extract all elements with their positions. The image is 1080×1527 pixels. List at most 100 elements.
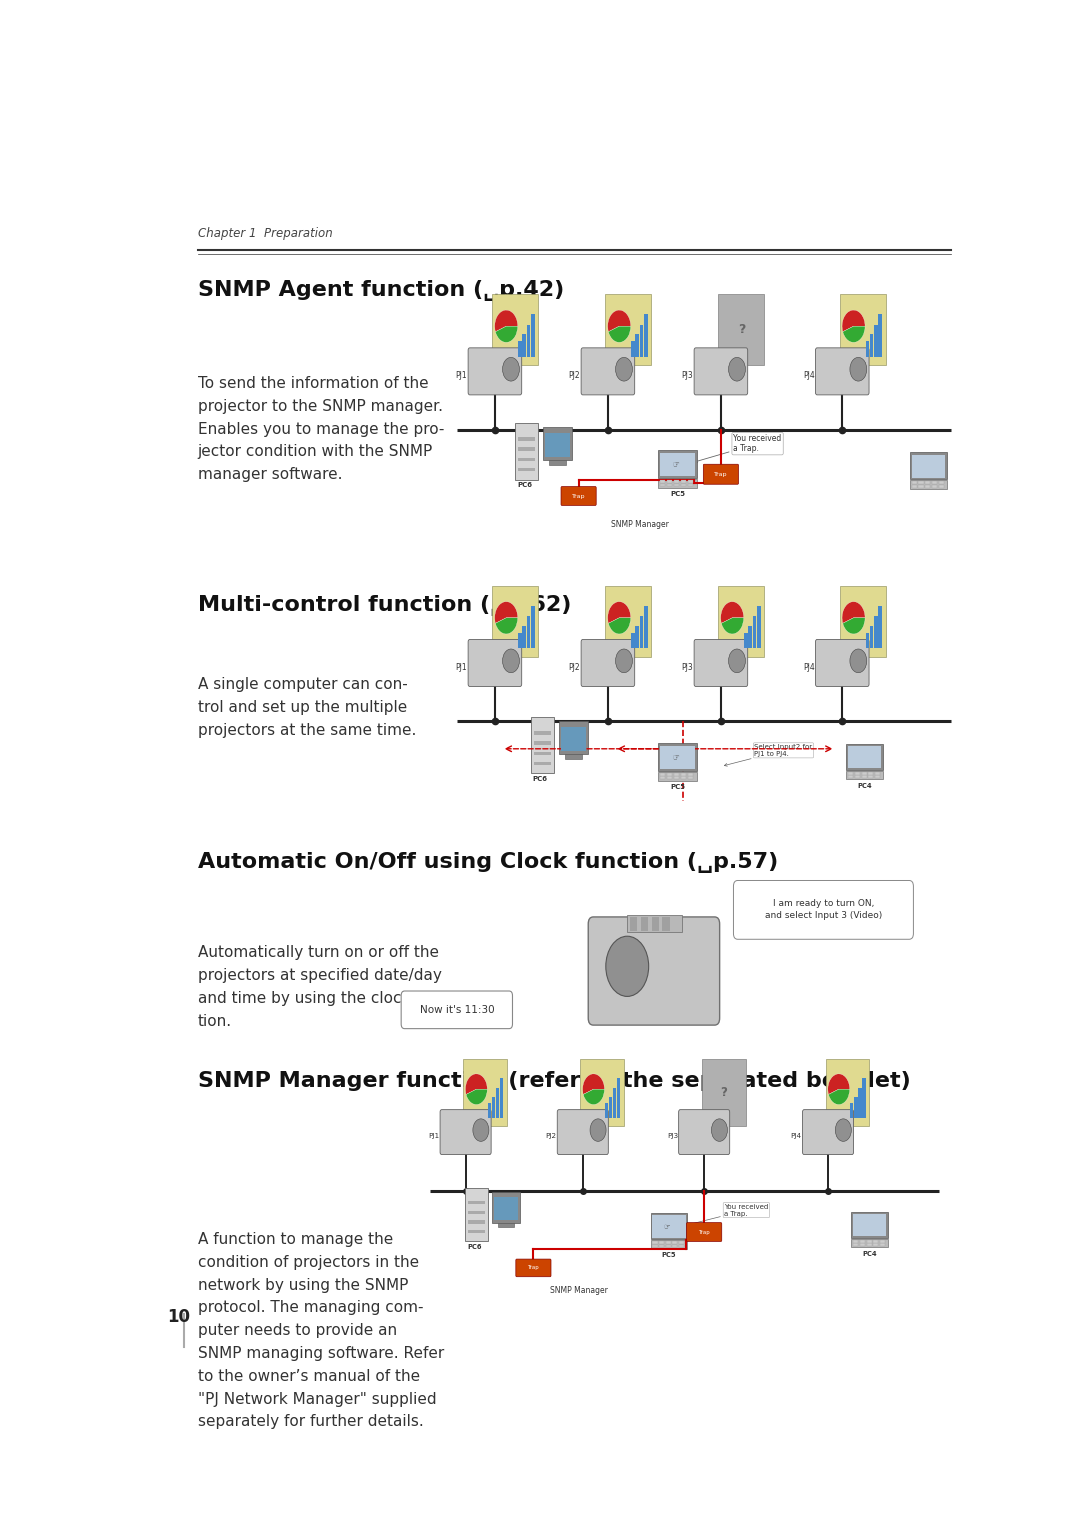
Bar [851, 1238, 888, 1248]
Bar [627, 915, 681, 931]
Wedge shape [608, 618, 631, 634]
Bar [825, 1060, 869, 1125]
Bar [491, 1096, 495, 1118]
Bar [688, 484, 693, 487]
Bar [660, 776, 665, 779]
Circle shape [502, 649, 519, 673]
Bar [702, 1060, 745, 1125]
Bar [874, 617, 878, 647]
Text: PJ3: PJ3 [681, 663, 693, 672]
Bar [523, 626, 526, 647]
Bar [880, 1243, 885, 1246]
Bar [660, 479, 665, 483]
Text: ?: ? [720, 1086, 727, 1099]
FancyBboxPatch shape [687, 1223, 721, 1241]
Circle shape [850, 649, 867, 673]
Bar [869, 334, 874, 356]
Bar [860, 1243, 865, 1246]
Bar [918, 481, 923, 484]
Bar [543, 428, 572, 460]
Text: 10: 10 [166, 1309, 190, 1325]
Bar [558, 721, 588, 754]
Bar [544, 434, 570, 457]
Text: ☞: ☞ [664, 1225, 671, 1229]
Bar [680, 773, 686, 776]
Bar [926, 481, 930, 484]
Text: Chapter 1  Preparation: Chapter 1 Preparation [198, 226, 333, 240]
Bar [518, 632, 522, 647]
Text: PJ2: PJ2 [569, 663, 580, 672]
Bar [518, 437, 536, 441]
Bar [866, 1240, 872, 1243]
FancyBboxPatch shape [581, 640, 635, 687]
Bar [840, 586, 886, 657]
Bar [468, 1202, 485, 1205]
Bar [860, 1240, 865, 1243]
Bar [580, 1060, 624, 1125]
Bar [757, 606, 760, 647]
Bar [850, 1104, 853, 1118]
Bar [652, 1241, 658, 1245]
Text: Automatic On/Off using Clock function (␣p.57): Automatic On/Off using Clock function (␣… [198, 852, 778, 873]
Bar [673, 1241, 677, 1245]
Text: PJ1: PJ1 [429, 1133, 440, 1139]
Bar [718, 295, 765, 365]
Wedge shape [583, 1089, 605, 1104]
Bar [644, 606, 648, 647]
Text: ☞: ☞ [672, 461, 679, 470]
Wedge shape [465, 1073, 487, 1095]
Bar [853, 1214, 887, 1237]
Bar [912, 486, 917, 487]
Bar [673, 1245, 677, 1248]
Bar [688, 776, 693, 779]
Text: PJ2: PJ2 [545, 1133, 556, 1139]
Bar [688, 773, 693, 776]
Bar [869, 626, 874, 647]
FancyBboxPatch shape [678, 1110, 730, 1154]
Wedge shape [721, 618, 744, 634]
Bar [463, 1060, 507, 1125]
Circle shape [835, 1119, 851, 1141]
Bar [534, 731, 552, 734]
Wedge shape [496, 327, 517, 342]
Text: SNMP Agent function (␣p.42): SNMP Agent function (␣p.42) [198, 279, 564, 301]
Bar [534, 751, 552, 754]
Bar [909, 481, 947, 489]
Bar [853, 1240, 859, 1243]
Text: Now it's 11:30: Now it's 11:30 [419, 1005, 495, 1015]
Bar [863, 1078, 866, 1118]
Bar [468, 1220, 485, 1223]
Bar [866, 1243, 872, 1246]
Circle shape [473, 1119, 489, 1141]
Wedge shape [828, 1073, 850, 1095]
Text: To send the information of the
projector to the SNMP manager.
Enables you to man: To send the information of the projector… [198, 376, 444, 483]
Wedge shape [842, 310, 865, 331]
Bar [609, 1096, 612, 1118]
Bar [630, 918, 637, 930]
Bar [662, 918, 670, 930]
Bar [494, 1197, 518, 1220]
Circle shape [712, 1119, 728, 1141]
Bar [868, 773, 874, 774]
Bar [847, 744, 883, 770]
Bar [862, 776, 867, 779]
Bar [880, 1240, 885, 1243]
Bar [492, 586, 539, 657]
Bar [665, 1245, 671, 1248]
Bar [527, 325, 530, 356]
Bar [680, 484, 686, 487]
Text: PJ4: PJ4 [802, 371, 814, 380]
Bar [488, 1104, 491, 1118]
Wedge shape [608, 310, 631, 331]
Bar [878, 315, 882, 356]
Bar [658, 744, 697, 771]
Bar [659, 1241, 664, 1245]
Text: SNMP Manager: SNMP Manager [550, 1286, 608, 1295]
Bar [496, 1087, 499, 1118]
Text: PJ4: PJ4 [802, 663, 814, 672]
Bar [679, 1241, 684, 1245]
Bar [840, 295, 886, 365]
Text: PJ2: PJ2 [569, 371, 580, 380]
Bar [492, 1191, 519, 1223]
Bar [853, 1243, 859, 1246]
